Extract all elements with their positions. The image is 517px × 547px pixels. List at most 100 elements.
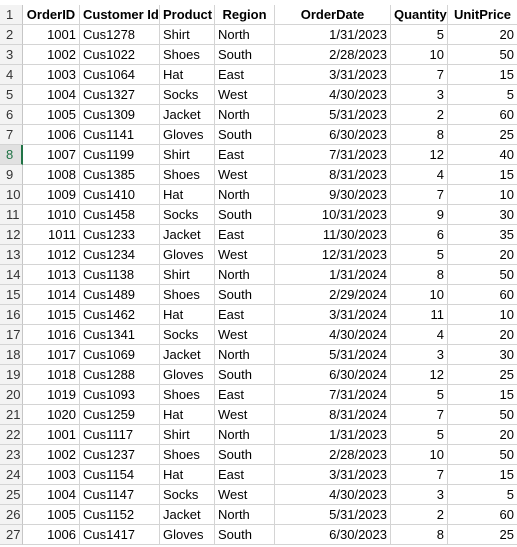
cell-order-id[interactable]: 1004 bbox=[23, 485, 80, 505]
cell-unit-price[interactable]: 35 bbox=[448, 225, 517, 245]
cell-unit-price[interactable]: 15 bbox=[448, 385, 517, 405]
row-header[interactable]: 2 bbox=[0, 25, 23, 45]
cell-unit-price[interactable]: 30 bbox=[448, 205, 517, 225]
cell-customer-id[interactable]: Cus1458 bbox=[80, 205, 160, 225]
row-header[interactable]: 16 bbox=[0, 305, 23, 325]
cell-product[interactable]: Shoes bbox=[160, 165, 215, 185]
cell-order-date[interactable]: 6/30/2023 bbox=[275, 525, 391, 545]
cell-quantity[interactable]: 4 bbox=[391, 165, 448, 185]
row-header[interactable]: 7 bbox=[0, 125, 23, 145]
cell-quantity[interactable]: 10 bbox=[391, 445, 448, 465]
cell-product[interactable]: Shoes bbox=[160, 445, 215, 465]
cell-order-id[interactable]: 1005 bbox=[23, 505, 80, 525]
cell-region[interactable]: North bbox=[215, 505, 275, 525]
cell-customer-id[interactable]: Cus1152 bbox=[80, 505, 160, 525]
cell-order-id[interactable]: 1007 bbox=[23, 145, 80, 165]
cell-quantity[interactable]: 7 bbox=[391, 185, 448, 205]
cell-product[interactable]: Jacket bbox=[160, 345, 215, 365]
cell-region[interactable]: North bbox=[215, 345, 275, 365]
cell-unit-price[interactable]: 15 bbox=[448, 465, 517, 485]
cell-customer-id[interactable]: Cus1410 bbox=[80, 185, 160, 205]
cell-region[interactable]: North bbox=[215, 265, 275, 285]
cell-order-date[interactable]: 2/28/2023 bbox=[275, 445, 391, 465]
cell-order-date[interactable]: 1/31/2023 bbox=[275, 25, 391, 45]
cell-order-id[interactable]: 1002 bbox=[23, 445, 80, 465]
cell-product[interactable]: Gloves bbox=[160, 245, 215, 265]
cell-order-id[interactable]: 1009 bbox=[23, 185, 80, 205]
cell-order-date[interactable]: 1/31/2023 bbox=[275, 425, 391, 445]
cell-unit-price[interactable]: 60 bbox=[448, 105, 517, 125]
cell-customer-id[interactable]: Cus1341 bbox=[80, 325, 160, 345]
cell-order-date[interactable]: 9/30/2023 bbox=[275, 185, 391, 205]
cell-customer-id[interactable]: Cus1309 bbox=[80, 105, 160, 125]
cell-region[interactable]: East bbox=[215, 465, 275, 485]
cell-product[interactable]: Socks bbox=[160, 485, 215, 505]
cell-unit-price[interactable]: 15 bbox=[448, 65, 517, 85]
cell-quantity[interactable]: 8 bbox=[391, 525, 448, 545]
cell-customer-id[interactable]: Cus1147 bbox=[80, 485, 160, 505]
cell-unit-price[interactable]: 10 bbox=[448, 185, 517, 205]
cell-order-id[interactable]: 1003 bbox=[23, 65, 80, 85]
cell-customer-id[interactable]: Cus1233 bbox=[80, 225, 160, 245]
cell-region[interactable]: North bbox=[215, 425, 275, 445]
cell-unit-price[interactable]: 20 bbox=[448, 25, 517, 45]
cell-unit-price[interactable]: 10 bbox=[448, 305, 517, 325]
cell-product[interactable]: Hat bbox=[160, 185, 215, 205]
cell-order-id[interactable]: 1006 bbox=[23, 125, 80, 145]
cell-order-date[interactable]: 2/29/2024 bbox=[275, 285, 391, 305]
cell-customer-id[interactable]: Cus1237 bbox=[80, 445, 160, 465]
cell-unit-price[interactable]: 25 bbox=[448, 525, 517, 545]
cell-quantity[interactable]: 5 bbox=[391, 385, 448, 405]
cell-customer-id[interactable]: Cus1022 bbox=[80, 45, 160, 65]
row-header[interactable]: 26 bbox=[0, 505, 23, 525]
cell-region[interactable]: South bbox=[215, 205, 275, 225]
cell-quantity[interactable]: 10 bbox=[391, 285, 448, 305]
cell-region[interactable]: West bbox=[215, 245, 275, 265]
cell-customer-id[interactable]: Cus1385 bbox=[80, 165, 160, 185]
cell-order-date[interactable]: 5/31/2024 bbox=[275, 345, 391, 365]
cell-order-date[interactable]: 8/31/2024 bbox=[275, 405, 391, 425]
row-header[interactable]: 11 bbox=[0, 205, 23, 225]
cell-unit-price[interactable]: 50 bbox=[448, 445, 517, 465]
cell-region[interactable]: South bbox=[215, 525, 275, 545]
cell-order-date[interactable]: 7/31/2024 bbox=[275, 385, 391, 405]
row-header[interactable]: 9 bbox=[0, 165, 23, 185]
cell-product[interactable]: Hat bbox=[160, 405, 215, 425]
row-header[interactable]: 19 bbox=[0, 365, 23, 385]
cell-product[interactable]: Shoes bbox=[160, 385, 215, 405]
cell-quantity[interactable]: 5 bbox=[391, 245, 448, 265]
cell-region[interactable]: North bbox=[215, 105, 275, 125]
cell-order-date[interactable]: 3/31/2024 bbox=[275, 305, 391, 325]
cell-order-id[interactable]: 1015 bbox=[23, 305, 80, 325]
cell-unit-price[interactable]: 30 bbox=[448, 345, 517, 365]
column-header-unit-price[interactable]: UnitPrice bbox=[448, 5, 517, 25]
row-header[interactable]: 1 bbox=[0, 5, 23, 25]
cell-region[interactable]: South bbox=[215, 285, 275, 305]
cell-customer-id[interactable]: Cus1489 bbox=[80, 285, 160, 305]
cell-order-id[interactable]: 1004 bbox=[23, 85, 80, 105]
column-header-product[interactable]: Product bbox=[160, 5, 215, 25]
cell-unit-price[interactable]: 50 bbox=[448, 405, 517, 425]
cell-customer-id[interactable]: Cus1093 bbox=[80, 385, 160, 405]
cell-product[interactable]: Gloves bbox=[160, 365, 215, 385]
cell-order-id[interactable]: 1010 bbox=[23, 205, 80, 225]
cell-product[interactable]: Shoes bbox=[160, 285, 215, 305]
cell-order-date[interactable]: 5/31/2023 bbox=[275, 105, 391, 125]
cell-region[interactable]: West bbox=[215, 405, 275, 425]
cell-order-date[interactable]: 6/30/2024 bbox=[275, 365, 391, 385]
row-header[interactable]: 21 bbox=[0, 405, 23, 425]
cell-quantity[interactable]: 5 bbox=[391, 425, 448, 445]
row-header[interactable]: 3 bbox=[0, 45, 23, 65]
cell-product[interactable]: Shirt bbox=[160, 145, 215, 165]
cell-customer-id[interactable]: Cus1154 bbox=[80, 465, 160, 485]
cell-region[interactable]: West bbox=[215, 85, 275, 105]
cell-unit-price[interactable]: 5 bbox=[448, 85, 517, 105]
cell-order-id[interactable]: 1016 bbox=[23, 325, 80, 345]
cell-unit-price[interactable]: 25 bbox=[448, 365, 517, 385]
cell-quantity[interactable]: 9 bbox=[391, 205, 448, 225]
cell-region[interactable]: East bbox=[215, 145, 275, 165]
cell-order-date[interactable]: 3/31/2023 bbox=[275, 65, 391, 85]
column-header-order-id[interactable]: OrderID bbox=[23, 5, 80, 25]
cell-quantity[interactable]: 7 bbox=[391, 465, 448, 485]
row-header[interactable]: 22 bbox=[0, 425, 23, 445]
